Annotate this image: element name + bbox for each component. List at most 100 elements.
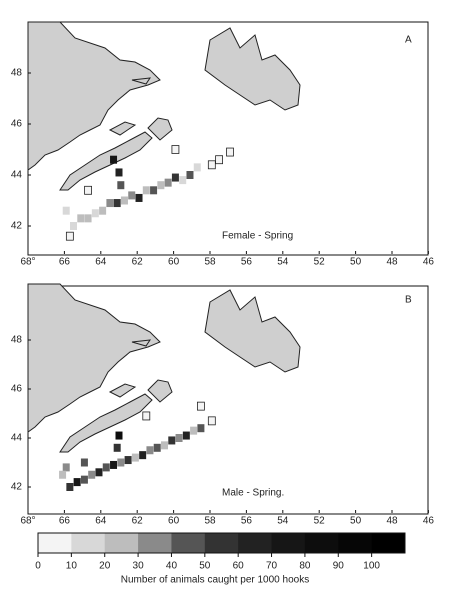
catch-cell xyxy=(168,436,176,445)
panel-caption: Male - Spring. xyxy=(222,488,284,499)
catch-cell xyxy=(139,451,147,460)
x-tick-label: 48 xyxy=(386,516,398,527)
catch-cell xyxy=(124,456,132,465)
legend-tick-label: 20 xyxy=(99,561,111,572)
x-tick-label: 52 xyxy=(314,257,326,268)
x-tick-label: 58 xyxy=(204,516,216,527)
catch-cell xyxy=(186,171,194,179)
catch-cell xyxy=(117,458,125,467)
legend-tick-label: 10 xyxy=(66,561,78,572)
catch-cell xyxy=(80,475,88,484)
catch-cell xyxy=(142,411,151,421)
catch-cell xyxy=(84,185,92,195)
catch-cell xyxy=(226,147,234,157)
catch-cell xyxy=(77,214,85,223)
catch-cell xyxy=(73,478,81,487)
y-tick-label: 46 xyxy=(11,119,23,130)
catch-cell xyxy=(80,458,88,467)
catch-cell xyxy=(65,231,74,241)
x-tick-label: 46 xyxy=(423,257,435,268)
x-tick-label: 68° xyxy=(20,516,35,527)
x-tick-label: 46 xyxy=(423,516,435,527)
legend-tick-label: 70 xyxy=(266,561,278,572)
catch-cell xyxy=(161,441,168,450)
catch-cell xyxy=(153,443,161,452)
catch-cell xyxy=(142,186,150,195)
panel-caption: Female - Spring xyxy=(222,231,293,242)
x-tick-label: 62 xyxy=(132,516,144,527)
y-tick-label: 44 xyxy=(11,170,23,181)
y-tick-label: 48 xyxy=(11,68,23,79)
panel-a: A Female - Spring xyxy=(27,21,429,256)
y-tick-label: 44 xyxy=(11,433,23,444)
x-tick-label: 58 xyxy=(204,257,216,268)
catch-cell xyxy=(110,460,118,469)
catch-cell xyxy=(115,431,123,440)
catch-cell xyxy=(197,424,205,433)
legend-swatch xyxy=(71,533,106,553)
catch-cell xyxy=(128,191,136,200)
catch-cell xyxy=(70,222,77,230)
catch-cell xyxy=(113,199,121,208)
legend-swatch xyxy=(171,533,206,553)
x-tick-label: 50 xyxy=(350,257,362,268)
legend-frame xyxy=(37,532,406,554)
x-tick-label: 62 xyxy=(132,257,144,268)
catch-cell xyxy=(102,463,110,472)
x-tick-label: 64 xyxy=(95,257,107,268)
catch-cell xyxy=(171,145,180,154)
catch-cell xyxy=(171,173,179,182)
legend-tick-label: 40 xyxy=(166,561,178,572)
catch-cell xyxy=(115,168,123,177)
legend-caption: Number of animals caught per 1000 hooks xyxy=(121,575,309,586)
panel-label: A xyxy=(405,35,412,46)
legend-swatch xyxy=(304,533,339,553)
catch-cell xyxy=(164,178,172,187)
x-tick-label: 60 xyxy=(168,257,180,268)
catch-cell xyxy=(110,155,118,164)
y-tick-label: 42 xyxy=(11,482,23,493)
x-tick-label: 52 xyxy=(314,516,326,527)
y-tick-label: 46 xyxy=(11,384,23,395)
catch-cell xyxy=(182,431,190,440)
catch-cell xyxy=(117,181,125,190)
legend-swatch xyxy=(38,533,72,553)
catch-cell xyxy=(113,443,121,452)
catch-cell xyxy=(99,206,107,215)
x-tick-label: 50 xyxy=(350,516,362,527)
legend-tick-label: 60 xyxy=(233,561,245,572)
coastline xyxy=(27,21,301,191)
catch-cell xyxy=(88,470,96,479)
legend-tick-label: 80 xyxy=(299,561,311,572)
x-tick-label: 66 xyxy=(59,257,71,268)
catch-cell xyxy=(120,196,128,205)
catch-cell xyxy=(62,463,70,472)
catch-cell xyxy=(193,163,201,172)
x-tick-label: 54 xyxy=(277,516,289,527)
y-tick-label: 48 xyxy=(11,335,23,346)
catch-cell xyxy=(106,199,114,208)
legend-tick-label: 100 xyxy=(363,561,380,572)
y-tick-label: 42 xyxy=(11,221,23,232)
x-tick-label: 66 xyxy=(59,516,71,527)
catch-cell xyxy=(150,186,158,195)
x-tick-label: 64 xyxy=(95,516,107,527)
legend-tick-label: 30 xyxy=(133,561,145,572)
coastline xyxy=(27,283,301,453)
catch-cell xyxy=(62,206,70,215)
legend-swatch xyxy=(138,533,172,553)
catch-cell xyxy=(215,155,224,165)
catch-cell xyxy=(66,483,74,491)
catch-cell xyxy=(91,209,99,218)
legend-tick-label: 90 xyxy=(333,561,345,572)
catch-cell xyxy=(157,181,165,190)
catch-cell xyxy=(95,468,103,477)
x-tick-label: 48 xyxy=(386,257,398,268)
legend-swatch xyxy=(104,533,139,553)
panel-b: B Male - Spring. xyxy=(27,283,429,515)
legend-swatch xyxy=(271,533,306,553)
catch-cell xyxy=(179,176,187,185)
legend-tick-label: 50 xyxy=(199,561,211,572)
x-tick-label: 60 xyxy=(168,516,180,527)
